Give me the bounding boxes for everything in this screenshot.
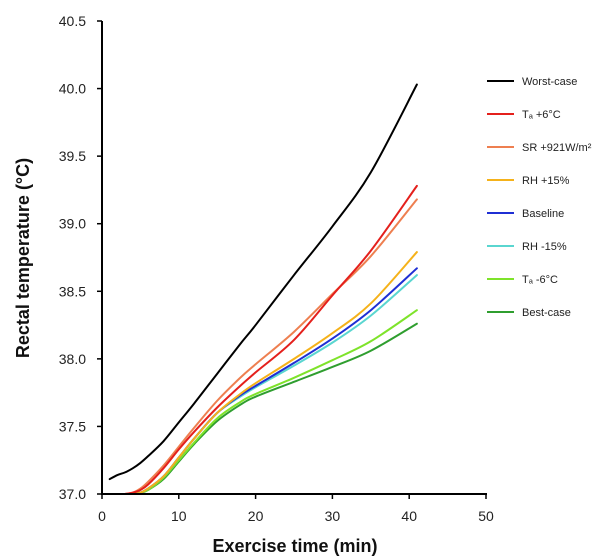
series-line-0 xyxy=(108,83,418,481)
y-ticks: 37.0 37.5 38.0 38.5 39.0 39.5 40.0 40.5 xyxy=(59,13,102,502)
x-tick-label: 30 xyxy=(325,508,341,524)
legend-label: Best-case xyxy=(522,307,571,319)
y-tick-label: 39.5 xyxy=(59,148,86,164)
legend-label: SR +921W/m² xyxy=(522,142,592,154)
series-line-1 xyxy=(124,184,418,495)
legend-label: Worst-case xyxy=(522,76,577,88)
y-tick-label: 40.5 xyxy=(59,13,86,29)
legend-label: RH +15% xyxy=(522,175,570,187)
legend-label: Tₐ +6°C xyxy=(522,109,561,121)
legend-label: Baseline xyxy=(522,208,564,220)
x-tick-label: 40 xyxy=(401,508,417,524)
y-tick-label: 39.0 xyxy=(59,216,86,232)
x-tick-label: 20 xyxy=(248,508,264,524)
y-tick-label: 37.5 xyxy=(59,418,86,434)
series-lines xyxy=(108,83,418,495)
x-tick-label: 10 xyxy=(171,508,187,524)
series-line-2 xyxy=(124,198,418,495)
y-axis-title: Rectal temperature (°C) xyxy=(13,158,33,358)
axes xyxy=(101,21,487,495)
x-axis-title: Exercise time (min) xyxy=(212,536,377,556)
series-line-6 xyxy=(131,309,418,495)
legend-label: Tₐ -6°C xyxy=(522,274,558,286)
y-tick-label: 37.0 xyxy=(59,486,86,502)
x-tick-label: 0 xyxy=(98,508,106,524)
y-tick-label: 38.0 xyxy=(59,351,86,367)
y-tick-label: 38.5 xyxy=(59,283,86,299)
legend: Worst-case Tₐ +6°C SR +921W/m² RH +15% Basel… xyxy=(487,76,592,319)
legend-label: RH -15% xyxy=(522,241,567,253)
x-ticks: 0 10 20 30 40 50 xyxy=(98,494,494,524)
series-line-4 xyxy=(131,267,418,495)
x-tick-label: 50 xyxy=(478,508,494,524)
series-line-3 xyxy=(131,251,418,495)
y-tick-label: 40.0 xyxy=(59,81,86,97)
